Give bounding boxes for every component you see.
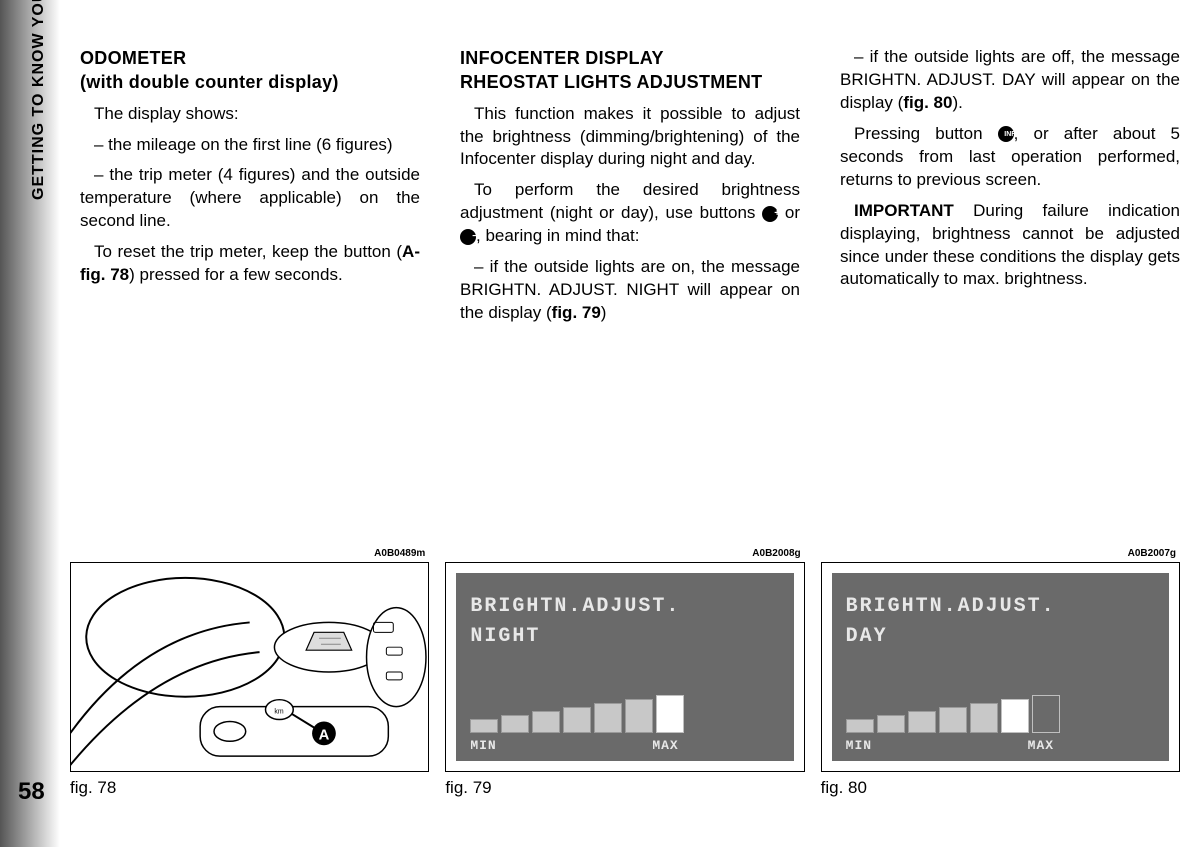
fig80-caption: fig. 80 <box>821 778 1180 798</box>
col1-p2: – the mileage on the first line (6 figur… <box>80 134 420 157</box>
lcd-night: BRIGHTN.ADJUST. NIGHT MIN MAX <box>456 573 793 761</box>
plus-icon: + <box>762 206 778 222</box>
col3-p1: – if the outside lights are off, the mes… <box>840 46 1180 115</box>
max-label: MAX <box>1028 738 1054 753</box>
fig80-code: A0B2007g <box>821 548 1180 559</box>
brightness-bars <box>470 695 684 733</box>
col1-h2: (with double counter display) <box>80 72 339 92</box>
lcd-day: BRIGHTN.ADJUST. DAY MIN MAX <box>832 573 1169 761</box>
svg-text:km: km <box>274 709 283 716</box>
min-label: MIN <box>470 738 496 753</box>
lcd-line2: DAY <box>846 625 888 648</box>
minus-icon: − <box>460 229 476 245</box>
fig80-box: BRIGHTN.ADJUST. DAY MIN MAX <box>821 562 1180 772</box>
figure-80: A0B2007g BRIGHTN.ADJUST. DAY MIN MAX fig… <box>821 548 1180 798</box>
brightness-bar <box>625 699 653 733</box>
brightness-bar <box>1032 695 1060 733</box>
brightness-bar <box>970 703 998 733</box>
fig79-code: A0B2008g <box>445 548 804 559</box>
lcd-line1: BRIGHTN.ADJUST. <box>846 595 1056 618</box>
min-label: MIN <box>846 738 872 753</box>
col1-h1: ODOMETER <box>80 48 186 68</box>
fig79-caption: fig. 79 <box>445 778 804 798</box>
column-2: INFOCENTER DISPLAY RHEOSTAT LIGHTS ADJUS… <box>460 46 800 333</box>
col2-p2: To perform the desired brightness adjust… <box>460 179 800 248</box>
callout-a: A <box>319 727 330 743</box>
col3-p3: IMPORTANT During failure indication disp… <box>840 200 1180 292</box>
brightness-bar <box>939 707 967 733</box>
fig78-code: A0B0489m <box>70 548 429 559</box>
brightness-bar <box>563 707 591 733</box>
figure-78: A0B0489m km A fig. 78 <box>70 548 429 798</box>
col2-p3: – if the outside lights are on, the mess… <box>460 256 800 325</box>
lcd-line2: NIGHT <box>470 625 540 648</box>
fig78-caption: fig. 78 <box>70 778 429 798</box>
info-icon: INFO <box>998 126 1014 142</box>
brightness-bar <box>846 719 874 733</box>
brightness-bar <box>1001 699 1029 733</box>
col1-p4: To reset the trip meter, keep the button… <box>80 241 420 287</box>
brightness-bar <box>532 711 560 733</box>
max-label: MAX <box>652 738 678 753</box>
col2-h1: INFOCENTER DISPLAY <box>460 48 664 68</box>
page-number: 58 <box>18 778 45 806</box>
dashboard-illustration: km A <box>71 563 428 771</box>
fig79-box: BRIGHTN.ADJUST. NIGHT MIN MAX <box>445 562 804 772</box>
column-3: – if the outside lights are off, the mes… <box>840 46 1180 333</box>
col3-p2: Pressing button INFO, or after about 5 s… <box>840 123 1180 192</box>
col2-heading: INFOCENTER DISPLAY RHEOSTAT LIGHTS ADJUS… <box>460 46 800 95</box>
brightness-bar <box>656 695 684 733</box>
brightness-bar <box>908 711 936 733</box>
col1-p1: The display shows: <box>80 103 420 126</box>
lcd-line1: BRIGHTN.ADJUST. <box>470 595 680 618</box>
brightness-bar <box>470 719 498 733</box>
col1-p3: – the trip meter (4 figures) and the out… <box>80 164 420 233</box>
brightness-bars <box>846 695 1060 733</box>
col1-heading: ODOMETER (with double counter display) <box>80 46 420 95</box>
column-1: ODOMETER (with double counter display) T… <box>80 46 420 333</box>
brightness-bar <box>594 703 622 733</box>
figure-79: A0B2008g BRIGHTN.ADJUST. NIGHT MIN MAX f… <box>445 548 804 798</box>
col2-p1: This function makes it possible to adjus… <box>460 103 800 172</box>
fig78-box: km A <box>70 562 429 772</box>
col2-h2: RHEOSTAT LIGHTS ADJUSTMENT <box>460 72 762 92</box>
brightness-bar <box>877 715 905 733</box>
brightness-bar <box>501 715 529 733</box>
section-tab: GETTING TO KNOW YOUR CAR <box>30 0 48 200</box>
